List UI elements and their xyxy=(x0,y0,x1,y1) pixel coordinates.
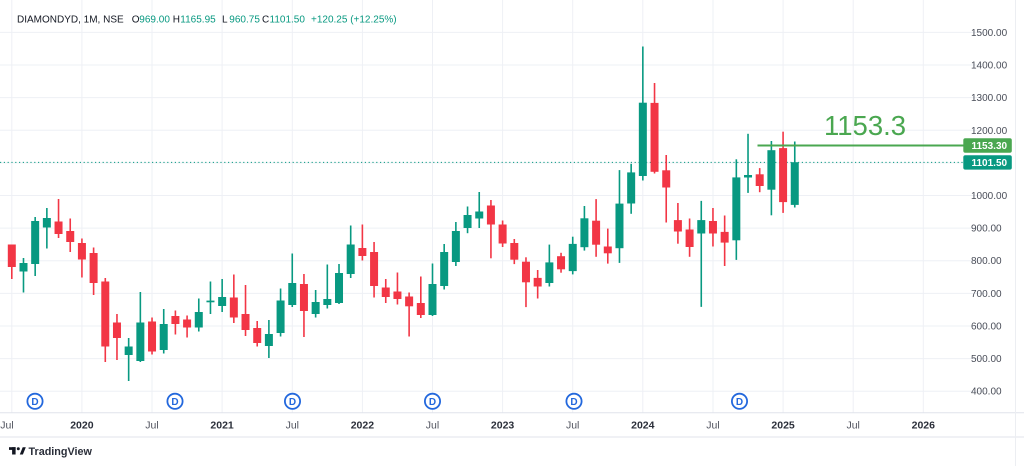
svg-text:C: C xyxy=(262,15,269,26)
svg-text:960.75: 960.75 xyxy=(229,15,260,26)
svg-text:D: D xyxy=(570,397,577,408)
svg-text:H: H xyxy=(173,15,180,26)
svg-text:Jul: Jul xyxy=(0,420,13,432)
svg-text:1300.00: 1300.00 xyxy=(971,93,1008,104)
svg-text:Jul: Jul xyxy=(566,420,579,432)
svg-text:1101.50: 1101.50 xyxy=(971,158,1007,169)
svg-text:+120.25 (+12.25%): +120.25 (+12.25%) xyxy=(311,15,397,26)
svg-text:1500.00: 1500.00 xyxy=(971,28,1008,39)
svg-text:O: O xyxy=(132,15,140,26)
svg-text:1165.95: 1165.95 xyxy=(180,15,216,26)
svg-text:1153.3: 1153.3 xyxy=(824,110,906,141)
svg-text:2026: 2026 xyxy=(912,420,936,432)
svg-text:1200.00: 1200.00 xyxy=(971,126,1008,137)
svg-text:L: L xyxy=(222,15,228,26)
svg-text:1101.50: 1101.50 xyxy=(270,15,306,26)
svg-text:Jul: Jul xyxy=(426,420,439,432)
svg-text:2021: 2021 xyxy=(210,420,234,432)
svg-text:D: D xyxy=(736,397,743,408)
svg-text:1153.30: 1153.30 xyxy=(971,141,1007,152)
svg-text:2024: 2024 xyxy=(631,420,655,432)
svg-text:2022: 2022 xyxy=(351,420,375,432)
svg-text:500.00: 500.00 xyxy=(971,354,1002,365)
svg-text:Jul: Jul xyxy=(846,420,859,432)
svg-text:400.00: 400.00 xyxy=(971,387,1002,398)
svg-text:800.00: 800.00 xyxy=(971,256,1002,267)
svg-text:TradingView: TradingView xyxy=(29,446,93,458)
svg-text:1000.00: 1000.00 xyxy=(971,191,1008,202)
svg-text:969.00: 969.00 xyxy=(139,15,170,26)
svg-text:DIAMONDYD, 1M, NSE: DIAMONDYD, 1M, NSE xyxy=(17,15,124,26)
svg-text:Jul: Jul xyxy=(286,420,299,432)
svg-text:Jul: Jul xyxy=(145,420,158,432)
svg-text:D: D xyxy=(429,397,436,408)
svg-text:900.00: 900.00 xyxy=(971,224,1002,235)
svg-text:2023: 2023 xyxy=(491,420,515,432)
svg-text:1400.00: 1400.00 xyxy=(971,61,1008,72)
svg-text:2025: 2025 xyxy=(771,420,795,432)
svg-text:600.00: 600.00 xyxy=(971,322,1002,333)
svg-text:2020: 2020 xyxy=(70,420,94,432)
svg-text:Jul: Jul xyxy=(706,420,719,432)
svg-text:D: D xyxy=(31,397,38,408)
svg-text:D: D xyxy=(289,397,296,408)
svg-text:700.00: 700.00 xyxy=(971,289,1002,300)
svg-text:D: D xyxy=(171,397,178,408)
